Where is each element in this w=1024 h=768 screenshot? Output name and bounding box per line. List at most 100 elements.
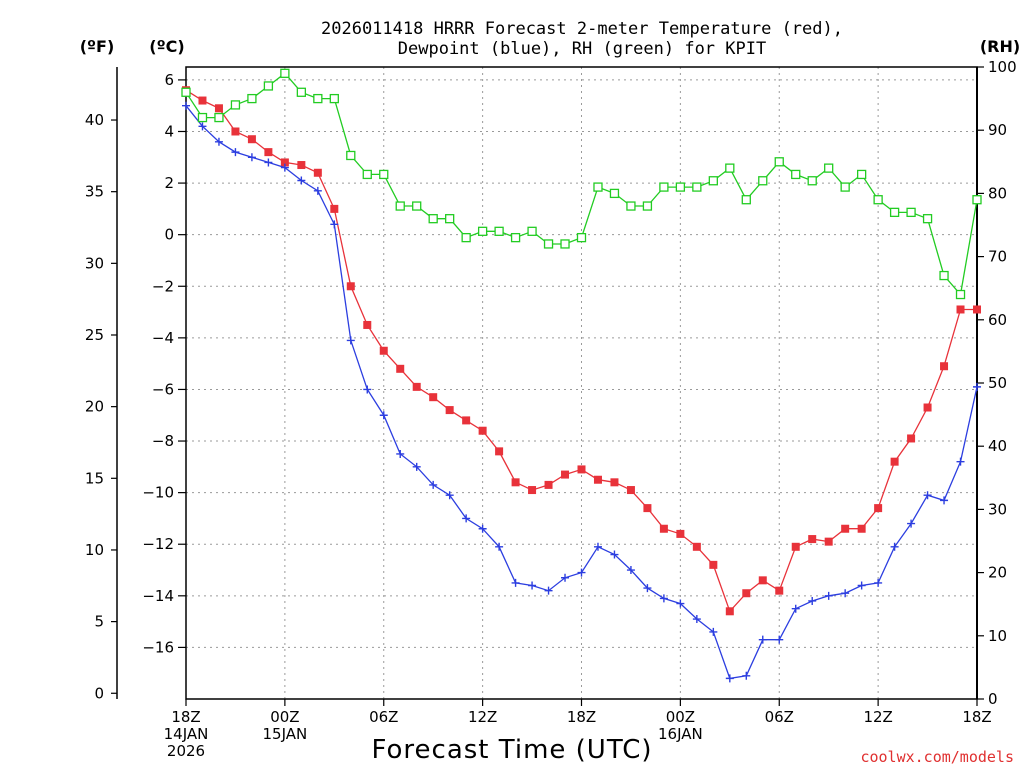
rh-point — [313, 93, 323, 104]
fahrenheit-unit-label: (ºF) — [80, 37, 115, 56]
celsius-tick-label: −12 — [142, 535, 174, 553]
dewpoint-point — [280, 163, 289, 172]
temperature-point — [907, 434, 916, 443]
rh-point — [214, 112, 224, 123]
rh-point — [659, 182, 669, 192]
dewpoint-point — [610, 550, 619, 559]
rh-point — [527, 226, 537, 236]
rh-unit-label: (RH) — [980, 37, 1020, 56]
dewpoint-point — [528, 581, 537, 590]
rh-tick-label: 80 — [988, 184, 1007, 202]
temperature-point — [775, 586, 784, 595]
rh-point — [576, 232, 587, 243]
temperature-point — [725, 607, 734, 616]
fahrenheit-tick-label: 0 — [94, 684, 104, 702]
temperature-point — [659, 524, 668, 533]
dewpoint-point — [247, 153, 256, 162]
rh-point — [379, 169, 389, 180]
temperature-point — [577, 465, 586, 474]
temperature-point — [363, 320, 372, 329]
rh-point — [873, 195, 883, 205]
series-1 — [182, 101, 981, 683]
x-axis-title: Forecast Time (UTC) — [371, 735, 652, 765]
x-tick-label: 18Z — [171, 708, 200, 726]
series-0 — [182, 86, 981, 616]
temperature-point — [445, 406, 454, 415]
dewpoint-point — [379, 411, 388, 420]
rh-point — [494, 226, 504, 236]
rh-point — [609, 188, 620, 199]
dewpoint-point — [445, 491, 454, 500]
temperature-point — [412, 382, 421, 391]
x-tick-label: 06Z — [765, 708, 794, 726]
dewpoint-point — [857, 581, 866, 590]
fahrenheit-tick-label: 30 — [85, 254, 104, 272]
rh-point — [840, 182, 850, 192]
dewpoint-point — [742, 671, 751, 680]
temperature-point — [874, 504, 883, 513]
x-tick-label: 18Z — [567, 708, 596, 726]
temperature-point — [791, 542, 800, 551]
temperature-point — [676, 529, 685, 538]
rh-point — [791, 169, 801, 180]
temperature-point — [198, 96, 207, 105]
x-tick-label: 15JAN — [263, 725, 308, 743]
credit-label: coolwx.com/models — [860, 748, 1014, 766]
rh-point — [856, 169, 867, 180]
rh-point — [395, 201, 405, 211]
series-line — [185, 72, 978, 296]
temperature-point — [231, 127, 240, 136]
temperature-point — [940, 362, 949, 371]
celsius-tick-label: 4 — [164, 122, 174, 140]
dewpoint-point — [725, 674, 734, 683]
dewpoint-point — [495, 542, 504, 551]
dewpoint-point — [956, 457, 965, 466]
x-tick-label: 14JAN — [164, 725, 209, 743]
x-tick-label: 2026 — [167, 742, 205, 760]
dewpoint-point — [297, 176, 306, 185]
rh-point — [906, 207, 916, 218]
celsius-tick-label: −8 — [152, 432, 174, 450]
temperature-point — [495, 447, 504, 456]
dewpoint-point — [412, 462, 421, 471]
temperature-point — [313, 168, 322, 177]
dewpoint-point — [940, 496, 949, 505]
dewpoint-point — [231, 148, 240, 157]
rh-tick-label: 40 — [988, 437, 1007, 455]
dewpoint-point — [429, 480, 438, 489]
rh-point — [230, 100, 241, 110]
rh-point — [197, 112, 208, 123]
rh-point — [445, 214, 455, 224]
dewpoint-point — [346, 336, 355, 345]
rh-point — [939, 270, 949, 281]
dewpoint-point — [593, 542, 602, 551]
rh-point — [741, 195, 751, 205]
celsius-tick-label: −2 — [152, 277, 174, 295]
fahrenheit-tick-label: 10 — [85, 541, 104, 559]
temperature-point — [214, 104, 223, 113]
x-tick-label: 00Z — [666, 708, 695, 726]
x-tick-label: 18Z — [962, 708, 991, 726]
dewpoint-point — [511, 578, 520, 587]
dewpoint-point — [874, 578, 883, 587]
rh-point — [346, 150, 356, 161]
dewpoint-point — [182, 101, 190, 110]
rh-point — [675, 182, 686, 192]
dewpoint-point — [659, 594, 668, 603]
x-tick-label: 00Z — [270, 708, 299, 726]
rh-point — [889, 207, 900, 218]
dewpoint-point — [478, 524, 487, 533]
temperature-point — [824, 537, 833, 546]
dewpoint-point — [824, 591, 833, 600]
rh-point — [972, 195, 982, 205]
dewpoint-point — [841, 589, 850, 598]
axis-ticks: 6420−2−4−6−8−10−12−14−164035302520151050… — [85, 58, 1017, 760]
temperature-point — [973, 305, 981, 314]
rh-point — [774, 157, 784, 167]
temperature-point — [396, 364, 405, 373]
dewpoint-point — [462, 514, 471, 523]
rh-point — [725, 163, 735, 173]
rh-point — [280, 68, 290, 78]
rh-point — [428, 214, 438, 224]
